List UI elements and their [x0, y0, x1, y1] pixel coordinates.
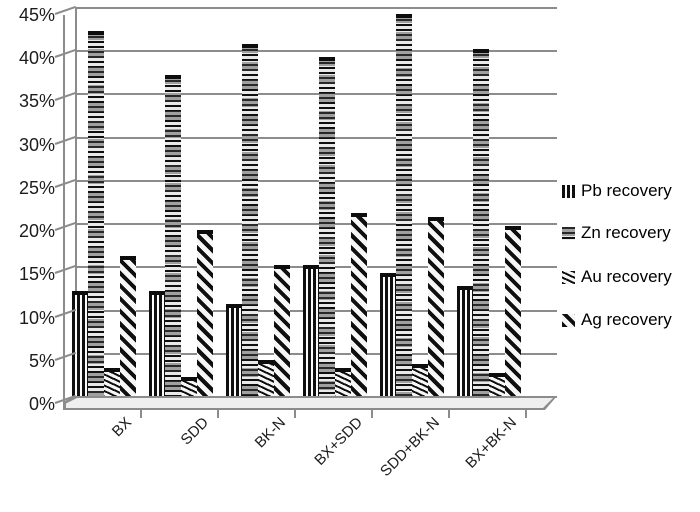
gridline	[75, 179, 557, 182]
bar-zn-sdd	[165, 74, 181, 403]
y-axis-tick-label: 45%	[18, 5, 55, 25]
bar-ag-sdd	[197, 230, 213, 403]
y-axis-tick-label: 30%	[18, 134, 55, 155]
legend-item: Au recovery	[562, 265, 672, 289]
x-axis-tick	[140, 410, 142, 418]
bar-top-cap	[351, 212, 367, 217]
bar-top-cap	[72, 290, 88, 295]
bar-top-cap	[489, 372, 505, 377]
bar-zn-bk-n	[242, 44, 258, 403]
gridline	[75, 223, 557, 226]
x-axis-tick	[525, 410, 527, 418]
bar-top-cap	[242, 44, 258, 49]
bar-top-cap	[428, 217, 444, 222]
bar-top-cap	[396, 14, 412, 18]
y-axis-line	[63, 15, 65, 404]
legend-label: Ag recovery	[581, 310, 672, 329]
bar-au-bk-n	[258, 359, 274, 403]
legend: Pb recovery Zn recovery Au recovery Ag reco…	[562, 0, 700, 512]
gridline	[75, 136, 557, 139]
legend-label: Pb recovery	[581, 181, 672, 200]
x-axis-tick	[294, 410, 296, 418]
bar-top-cap	[505, 225, 521, 230]
bar-top-cap	[319, 57, 335, 62]
bar-top-cap	[197, 230, 213, 235]
legend-swatch-vertical-stripes-icon	[562, 184, 575, 198]
bar-ag-bx+sdd	[351, 212, 367, 403]
legend-item: Zn recovery	[562, 221, 671, 245]
x-axis-tick	[448, 410, 450, 418]
x-axis-tick	[371, 410, 373, 418]
bar-pb-bx+sdd	[303, 264, 319, 403]
bar-top-cap	[412, 364, 428, 369]
bar-top-cap	[88, 31, 104, 36]
bar-top-cap	[104, 368, 120, 373]
bar-top-cap	[181, 377, 197, 382]
legend-swatch-wide-diagonal-stripes-icon	[562, 313, 575, 327]
bar-top-cap	[380, 273, 396, 278]
x-axis-tick	[217, 410, 219, 418]
bar-top-cap	[258, 359, 274, 364]
gridline	[75, 7, 557, 9]
bar-zn-sdd+bk-n	[396, 14, 412, 403]
bar-au-bx+bk-n	[489, 372, 505, 403]
y-axis-tick-label: 35%	[18, 91, 55, 112]
gridline	[75, 93, 557, 96]
bar-ag-sdd+bk-n	[428, 217, 444, 403]
bar-pb-bx	[72, 290, 88, 403]
bar-pb-bx+bk-n	[457, 286, 473, 403]
legend-swatch-thin-diagonal-stripes-icon	[562, 270, 575, 284]
bar-top-cap	[165, 74, 181, 79]
y-axis-tick-label: 20%	[18, 221, 55, 242]
bar-zn-bx	[88, 31, 104, 403]
bar-ag-bx+bk-n	[505, 225, 521, 403]
bar-top-cap	[473, 48, 489, 53]
legend-swatch-horizontal-stripes-icon	[562, 226, 575, 240]
bar-zn-bx+sdd	[319, 57, 335, 403]
bar-pb-sdd+bk-n	[380, 273, 396, 403]
y-axis-tick-label: 0%	[28, 394, 55, 414]
gridline	[75, 50, 557, 53]
left-wall-edge	[75, 8, 77, 397]
y-axis-tick-label: 25%	[18, 177, 55, 198]
y-axis-tick-label: 40%	[18, 48, 55, 69]
bar-ag-bk-n	[274, 264, 290, 403]
bar-au-bx	[104, 368, 120, 403]
bar-top-cap	[149, 290, 165, 295]
bar-ag-bx	[120, 256, 136, 403]
y-axis-tick-label: 15%	[18, 264, 55, 285]
legend-item: Pb recovery	[562, 179, 672, 203]
bar-top-cap	[274, 264, 290, 269]
y-axis-tick-label: 5%	[28, 350, 55, 371]
bar-zn-bx+bk-n	[473, 48, 489, 403]
legend-item: Ag recovery	[562, 308, 672, 332]
bar-top-cap	[226, 303, 242, 308]
bar-top-cap	[457, 286, 473, 291]
bar-top-cap	[335, 368, 351, 373]
bar-pb-sdd	[149, 290, 165, 403]
bar-top-cap	[120, 256, 136, 261]
bar-top-cap	[303, 264, 319, 269]
bar-pb-bk-n	[226, 303, 242, 403]
legend-label: Zn recovery	[581, 223, 671, 242]
legend-label: Au recovery	[581, 267, 672, 286]
y-axis-tick-label: 10%	[18, 307, 55, 328]
bar-au-bx+sdd	[335, 368, 351, 403]
bar-au-sdd+bk-n	[412, 364, 428, 403]
